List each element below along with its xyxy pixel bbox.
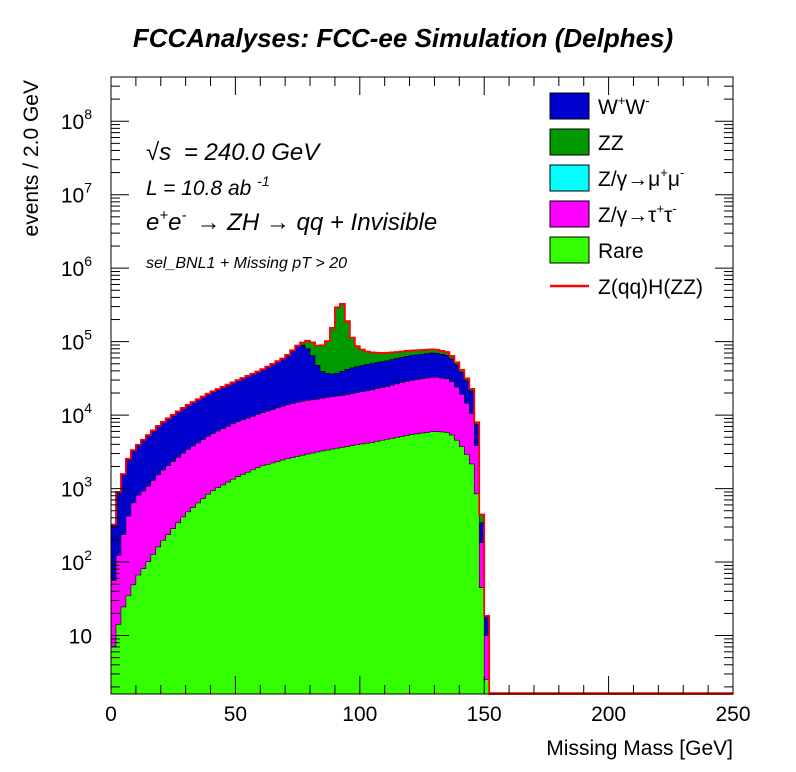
x-tick-label: 0 — [105, 703, 117, 726]
lumi-exponent: -1 — [257, 173, 269, 189]
plot-frame — [110, 76, 734, 695]
process-label: e+e- → ZH → qq + Invisible — [146, 207, 437, 236]
legend-label-WW: W+W- — [598, 93, 650, 119]
legend-swatch-Rare — [549, 236, 590, 264]
y-tick-label: 105 — [61, 327, 92, 355]
y-tick-label: 10 — [69, 626, 92, 649]
chart-title: FCCAnalyses: FCC-ee Simulation (Delphes) — [133, 23, 673, 53]
process-sup1: + — [159, 207, 168, 224]
y-tick-label: 103 — [61, 474, 92, 502]
legend-swatch-Ztautau — [549, 200, 590, 228]
process-rest: → ZH → qq + Invisible — [196, 209, 437, 236]
x-axis-title: Missing Mass [GeV] — [546, 737, 733, 760]
y-tick-label: 104 — [61, 400, 92, 428]
sqrt-s-symbol: √s — [146, 139, 171, 166]
histogram-stack — [110, 303, 733, 695]
process-sup2: - — [181, 207, 186, 224]
lumi-text: L = 10.8 ab — [146, 177, 252, 200]
axes: 0 50 100 150 200 250 10 102 103 104 105 106 107 108 — [61, 76, 751, 726]
y-axis-title: events / 2.0 GeV — [20, 80, 43, 236]
x-tick-label: 100 — [342, 703, 377, 726]
legend-label-Ztautau: Z/γ→τ+τ- — [598, 201, 677, 227]
y-tick-label: 102 — [61, 547, 92, 575]
legend-swatch-WW — [549, 92, 590, 120]
lumi-label: L = 10.8 ab -1 — [146, 173, 270, 200]
legend-swatch-ZZ — [549, 128, 590, 156]
y-tick-label: 107 — [61, 180, 92, 208]
x-tick-label: 250 — [715, 703, 750, 726]
process-e2: e — [168, 209, 181, 236]
process-e1: e — [146, 209, 159, 236]
sqrt-s-label: √s = 240.0 GeV — [146, 139, 321, 166]
y-tick-label: 108 — [61, 106, 92, 134]
y-tick-label: 106 — [61, 253, 92, 281]
legend-label-Zmumu: Z/γ→μ+μ- — [598, 165, 684, 191]
x-tick-label: 50 — [224, 703, 247, 726]
legend-label-ZZ: ZZ — [598, 132, 624, 155]
x-tick-label: 200 — [591, 703, 626, 726]
sqrt-s-value: = 240.0 GeV — [184, 139, 321, 166]
annotation-block: √s = 240.0 GeV L = 10.8 ab -1 e+e- → ZH →… — [146, 139, 437, 272]
legend: W+W- ZZ Z/γ→μ+μ- Z/γ→τ+τ- Rare Z(qq)H(ZZ) — [549, 92, 703, 299]
legend-swatch-Zmumu — [549, 164, 590, 192]
legend-label-Rare: Rare — [598, 240, 644, 263]
legend-label-signal: Z(qq)H(ZZ) — [598, 276, 703, 299]
selection-label: sel_BNL1 + Missing pT > 20 — [146, 255, 347, 272]
x-tick-label: 150 — [467, 703, 502, 726]
